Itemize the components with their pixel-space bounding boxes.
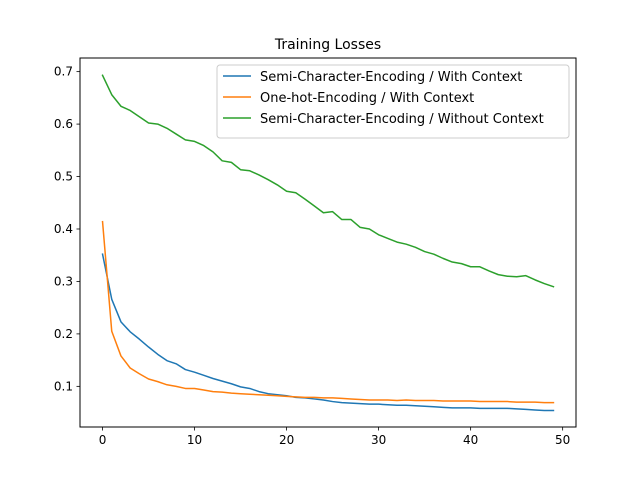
- legend-box: [216, 64, 570, 139]
- y-tick-label: 0.4: [54, 222, 73, 236]
- y-tick-label: 0.6: [54, 117, 73, 131]
- series-line-3: [101, 74, 555, 288]
- y-tick-label: 0.2: [54, 327, 73, 341]
- y-tick-label: 0.3: [54, 274, 73, 288]
- x-tick-label: 40: [463, 433, 478, 447]
- x-tick-label: 30: [371, 433, 386, 447]
- series-lines: [101, 74, 555, 412]
- series-line-2: [101, 220, 555, 404]
- legend: Semi-Character-Encoding / With Context On…: [216, 64, 570, 139]
- series-line-1: [101, 253, 555, 412]
- y-tick-label: 0.1: [54, 379, 73, 393]
- x-tick-label: 0: [99, 433, 107, 447]
- y-axis: 0.1 0.2 0.3 0.4 0.5 0.6 0.7: [54, 65, 80, 393]
- legend-label-1: Semi-Character-Encoding / With Context: [260, 70, 522, 85]
- x-axis: 0 10 20 30 40 50: [99, 427, 570, 447]
- x-tick-label: 20: [279, 433, 294, 447]
- chart-title: Training Losses: [274, 37, 381, 53]
- legend-label-3: Semi-Character-Encoding / Without Contex…: [260, 112, 544, 127]
- x-tick-label: 10: [187, 433, 202, 447]
- legend-label-2: One-hot-Encoding / With Context: [260, 91, 474, 106]
- y-tick-label: 0.7: [54, 65, 73, 79]
- x-tick-label: 50: [555, 433, 570, 447]
- plot-frame: [79, 57, 577, 428]
- y-tick-label: 0.5: [54, 170, 73, 184]
